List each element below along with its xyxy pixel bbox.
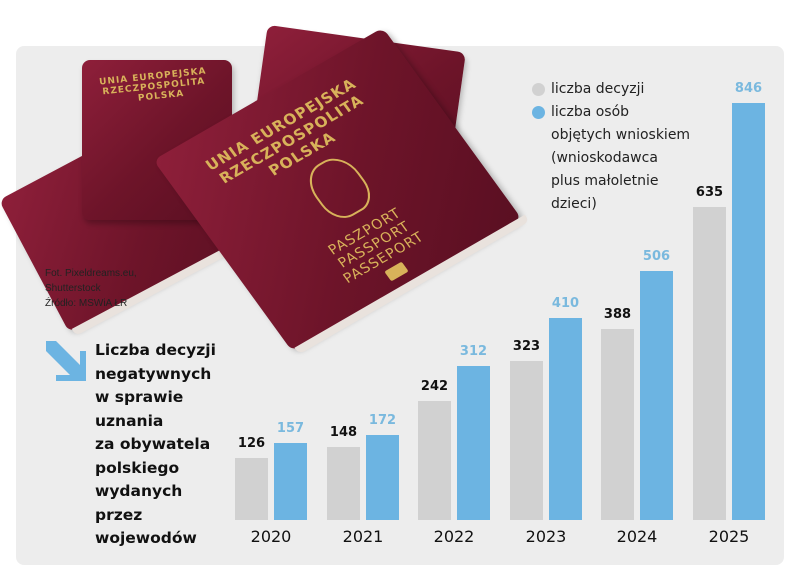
credit-agency: Shutterstock (45, 283, 101, 294)
legend-label-cont: dzieci) (551, 196, 597, 212)
bar-persons-2025 (732, 103, 765, 520)
title-line: polskiego (95, 458, 180, 477)
photo-credits: Fot. Pixeldreams.eu, Shutterstock Źródło… (45, 266, 137, 311)
value-label-persons: 506 (642, 249, 671, 264)
bar-decisions-2025 (693, 207, 726, 520)
title-line: w sprawie (95, 388, 184, 406)
legend-label-cont: (wnioskodawca (551, 150, 658, 166)
bar-persons-2021 (366, 435, 399, 520)
legend-item-persons: liczba osób (532, 101, 690, 124)
x-axis-label: 2023 (525, 527, 567, 546)
value-label-decisions: 242 (420, 379, 449, 394)
bar-decisions-2020 (235, 458, 268, 520)
value-label-persons: 157 (276, 421, 305, 436)
x-axis-label: 2020 (250, 527, 292, 546)
chart-legend: liczba decyzji liczba osób objętych wnio… (532, 78, 690, 216)
passport-photo: UNIA EUROPEJSKA RZECZPOSPOLITA POLSKA UN… (0, 0, 560, 390)
bar-decisions-2022 (418, 401, 451, 520)
value-label-decisions: 323 (512, 339, 541, 354)
title-line: wojewodów (95, 529, 197, 547)
chart-title: Liczba decyzji negatywnych w sprawie uzn… (95, 339, 235, 551)
value-label-persons: 410 (551, 296, 580, 311)
title-line: negatywnych (95, 364, 212, 383)
bar-decisions-2023 (510, 361, 543, 520)
title-line: Liczba decyzji (95, 341, 216, 359)
x-axis-label: 2025 (708, 527, 750, 546)
x-axis-label: 2021 (342, 527, 384, 546)
credit-photo: Fot. Pixeldreams.eu, (45, 268, 137, 279)
title-line: wydanych (95, 482, 183, 500)
bar-persons-2020 (274, 443, 307, 520)
bar-decisions-2021 (327, 447, 360, 520)
grey-dot-icon (532, 83, 545, 96)
legend-item-decisions: liczba decyzji (532, 78, 690, 101)
value-label-decisions: 635 (695, 185, 724, 200)
title-line: uznania (95, 411, 164, 430)
bar-persons-2022 (457, 366, 490, 520)
legend-label-cont: objętych wnioskiem (551, 127, 691, 143)
legend-label: liczba osób (551, 104, 630, 120)
legend-label: liczba decyzji (551, 81, 645, 97)
value-label-persons: 846 (734, 81, 763, 96)
legend-label-cont: plus małoletnie (551, 173, 659, 189)
value-label-decisions: 388 (603, 307, 632, 322)
title-line: przez (95, 505, 143, 524)
value-label-persons: 172 (368, 413, 397, 428)
arrow-down-right-icon (46, 341, 86, 381)
value-label-decisions: 126 (237, 436, 266, 451)
credit-source: Źródło: MSWiA ŁR (45, 298, 128, 309)
x-axis-label: 2024 (616, 527, 658, 546)
bar-persons-2023 (549, 318, 582, 520)
bar-decisions-2024 (601, 329, 634, 520)
blue-dot-icon (532, 106, 545, 119)
x-axis-label: 2022 (433, 527, 475, 546)
value-label-persons: 312 (459, 344, 488, 359)
title-line: za obywatela (95, 435, 211, 453)
value-label-decisions: 148 (329, 425, 358, 440)
bar-persons-2024 (640, 271, 673, 520)
eagle-emblem-icon (299, 150, 380, 226)
